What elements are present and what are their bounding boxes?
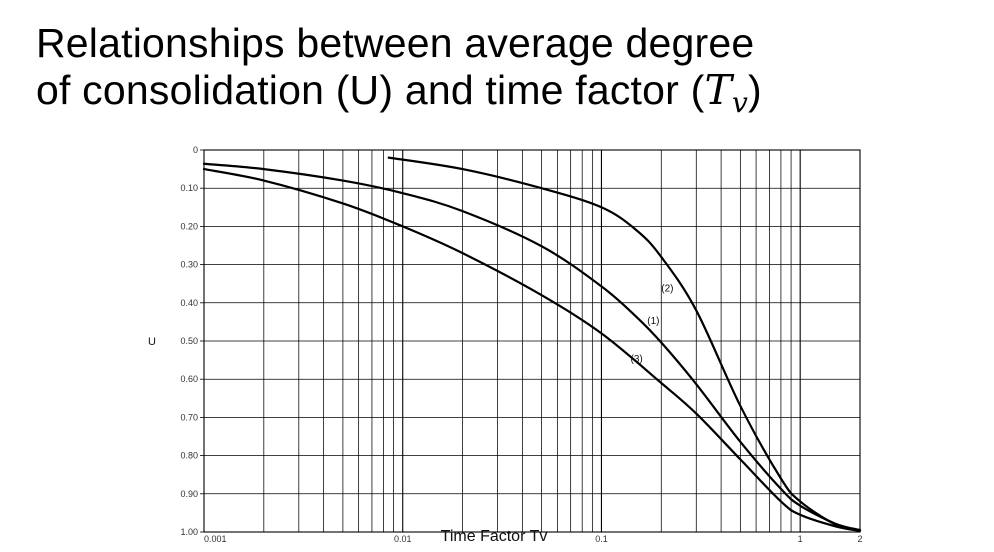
- y-tick-label: 1.00: [180, 527, 198, 537]
- title-variable-letter: T: [704, 66, 732, 114]
- title-line-2: of consolidation (U) and time factor (Tv…: [36, 67, 976, 126]
- y-tick-label: 0: [193, 145, 198, 155]
- x-tick-label: 2: [857, 534, 862, 544]
- title-line-2-end: ): [748, 67, 762, 113]
- y-tick-label: 0.60: [180, 374, 198, 384]
- y-tick-label: 0.20: [180, 221, 198, 231]
- x-tick-label: 0.001: [204, 534, 227, 544]
- x-axis-label: Time Factor Tv: [441, 528, 548, 545]
- x-tick-label: 1: [798, 534, 803, 544]
- title-variable-subscript: v: [732, 86, 749, 119]
- curve-label: (2): [661, 283, 673, 294]
- chart-title: Relationships between average degree of …: [36, 20, 976, 126]
- x-tick-label: 0.01: [394, 534, 412, 544]
- y-tick-label: 0.40: [180, 298, 198, 308]
- curve-labels: (2) (1) (3): [630, 283, 673, 365]
- y-tick-label: 0.10: [180, 183, 198, 193]
- y-tick-label: 0.50: [180, 336, 198, 346]
- series: [202, 156, 862, 532]
- x-tick-labels: 0.001 0.01 0.1 1 2: [204, 534, 863, 544]
- curve-label: (3): [630, 354, 642, 365]
- x-tick-label: 0.1: [595, 534, 608, 544]
- y-tick-label: 0.30: [180, 260, 198, 270]
- title-variable: Tv: [704, 66, 748, 120]
- grid: [204, 150, 860, 532]
- y-tick-label: 0.80: [180, 451, 198, 461]
- y-tick-label: 0.90: [180, 489, 198, 499]
- y-axis-label: U: [148, 336, 156, 348]
- title-line-2-text: of consolidation (U) and time factor (: [36, 67, 705, 113]
- title-line-1: Relationships between average degree: [36, 20, 755, 66]
- series-line-1: [202, 162, 862, 532]
- curve-label: (1): [647, 316, 659, 327]
- series-line-2: [387, 156, 862, 532]
- y-tick-labels: 0 0.10 0.20 0.30 0.40 0.50 0.60 0.70 0.80 0.90 1.0…: [180, 145, 204, 537]
- series-line-3: [202, 168, 862, 532]
- y-tick-label: 0.70: [180, 412, 198, 422]
